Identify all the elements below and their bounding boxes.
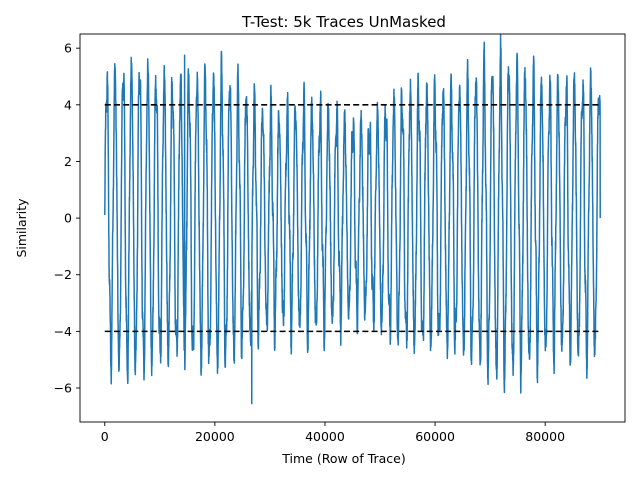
y-axis-ticks: −6 −4 −2 0 2 4 6 (54, 41, 80, 396)
plot-area (104, 33, 601, 405)
axes-frame (79, 33, 626, 423)
y-tick-label: 4 (64, 97, 72, 112)
y-tick-label: 2 (64, 154, 72, 169)
y-tick-label: 0 (64, 211, 72, 226)
y-tick-label: 6 (64, 41, 72, 56)
series-layer (104, 33, 601, 405)
x-tick-label: 20000 (195, 429, 235, 444)
y-tick-label: −4 (54, 324, 72, 339)
x-tick-label: 80000 (525, 429, 565, 444)
x-tick-label: 60000 (415, 429, 455, 444)
y-tick-label: −2 (54, 267, 72, 282)
x-axis-label: Time (Row of Trace) (281, 451, 405, 466)
x-tick-label: 40000 (305, 429, 345, 444)
y-tick-label: −6 (54, 381, 72, 396)
y-axis-label: Similarity (14, 198, 29, 258)
chart-title: T-Test: 5k Traces UnMasked (241, 13, 446, 31)
x-tick-label: 0 (101, 429, 109, 444)
x-axis-ticks: 0 20000 40000 60000 80000 (101, 422, 565, 444)
series-line (104, 33, 601, 405)
